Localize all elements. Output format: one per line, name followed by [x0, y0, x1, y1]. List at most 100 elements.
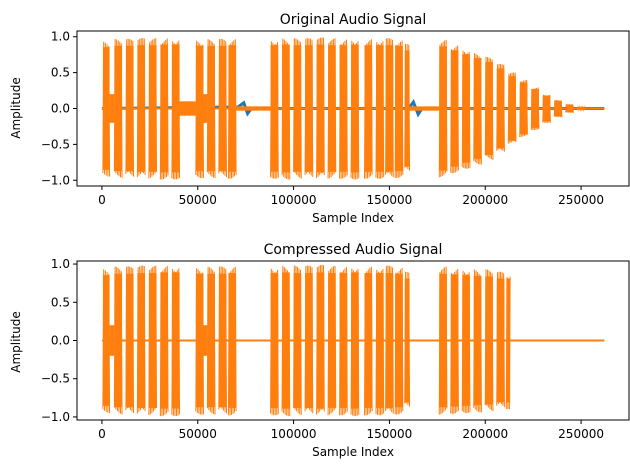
axes-ticks: 0 50000 100000 150000 200000 250000 −1.0 −0.5 0.… [41, 257, 630, 441]
y-tick-label: −1.0 [41, 173, 70, 187]
x-tick-label: 250000 [558, 193, 604, 207]
signal-burst [227, 266, 237, 416]
signal-burst [350, 40, 360, 180]
signal-burst [350, 268, 360, 417]
signal-burst [327, 38, 337, 179]
signal-burst [496, 271, 505, 408]
signal-burst [385, 38, 394, 178]
signal-burst [270, 268, 279, 416]
signal-burst [327, 265, 337, 416]
chart-compressed-audio: Compressed Audio Signal 0 50000 100000 1500… [9, 242, 630, 459]
signal-burst [507, 72, 517, 144]
chart-title: Compressed Audio Signal [264, 242, 443, 258]
signal-burst [450, 268, 459, 414]
signal-burst [293, 38, 302, 179]
signal-burst [195, 268, 204, 415]
signal-burst [404, 271, 411, 407]
x-tick-label: 150000 [367, 427, 413, 441]
signal-burst [227, 39, 237, 179]
chart-original-audio: Original Audio Signal 0 50000 100000 150000… [9, 12, 630, 225]
x-tick-label: 50000 [179, 193, 217, 207]
signal-burst [473, 269, 482, 413]
y-tick-label: 0.0 [51, 334, 70, 348]
signal-burst [195, 40, 204, 179]
signal-burst [102, 269, 111, 414]
signal-segment [409, 106, 440, 111]
signal-segment [236, 106, 271, 111]
signal-burst [293, 265, 302, 416]
signal-burst [159, 265, 169, 417]
signal-burst [281, 265, 291, 417]
signal-burst [171, 268, 181, 417]
signal-burst [473, 53, 482, 165]
y-tick-label: 0.5 [51, 295, 70, 309]
x-tick-label: 100000 [271, 193, 317, 207]
signal-segment [179, 101, 196, 116]
signal-burst [364, 266, 373, 416]
signal-burst [113, 266, 123, 415]
signal-burst [461, 270, 471, 414]
y-tick-label: −0.5 [41, 137, 70, 151]
x-axis-label: Sample Index [312, 211, 394, 225]
x-tick-label: 0 [98, 193, 106, 207]
signal-burst [113, 38, 123, 178]
plot-area [101, 37, 605, 180]
x-tick-label: 200000 [462, 427, 508, 441]
axes-ticks: 0 50000 100000 150000 200000 250000 −1.0 −0.5 0.… [41, 30, 630, 207]
signal-burst [364, 39, 373, 179]
signal-segment [203, 94, 208, 123]
x-tick-label: 50000 [179, 427, 217, 441]
signal-burst [304, 38, 314, 177]
signal-burst [136, 265, 146, 414]
signal-burst [438, 266, 448, 415]
signal-burst [206, 266, 216, 415]
y-tick-label: −1.0 [41, 410, 70, 424]
signal-burst [218, 266, 227, 414]
signal-burst [136, 38, 146, 178]
x-tick-label: 200000 [462, 193, 508, 207]
signal-burst [450, 45, 459, 174]
chart-title: Original Audio Signal [280, 12, 426, 28]
signal-burst [394, 40, 404, 179]
signal-burst [270, 41, 279, 179]
signal-burst [496, 64, 505, 152]
signal-burst [171, 40, 181, 180]
signal-burst [484, 269, 494, 412]
y-tick-label: 1.0 [51, 257, 70, 271]
signal-burst [339, 39, 348, 179]
y-axis-label: Amplitude [9, 77, 23, 139]
signal-burst [461, 50, 471, 169]
signal-burst [565, 104, 574, 113]
signal-burst [542, 94, 551, 123]
signal-burst [394, 268, 404, 415]
signal-burst [438, 39, 448, 178]
x-tick-label: 0 [98, 427, 106, 441]
y-tick-label: 0.0 [51, 102, 70, 116]
signal-burst [102, 41, 111, 177]
signal-burst [553, 99, 563, 118]
x-tick-label: 250000 [558, 427, 604, 441]
signal-burst [125, 266, 135, 414]
y-tick-label: −0.5 [41, 372, 70, 386]
signal-burst [281, 38, 291, 180]
signal-burst [218, 38, 227, 177]
y-axis-label: Amplitude [9, 311, 23, 373]
signal-burst [316, 264, 325, 415]
signal-segment [203, 325, 208, 356]
signal-burst [206, 39, 216, 179]
signal-burst [304, 265, 314, 414]
y-tick-label: 1.0 [51, 30, 70, 44]
signal-segment [109, 94, 115, 123]
signal-burst [148, 265, 158, 416]
y-tick-label: 0.5 [51, 66, 70, 80]
signal-burst [576, 105, 586, 112]
signal-burst [316, 37, 325, 179]
signal-burst [148, 38, 158, 179]
x-axis-label: Sample Index [312, 445, 394, 459]
signal-burst [159, 38, 169, 180]
signal-burst [375, 41, 385, 179]
x-tick-label: 150000 [367, 193, 413, 207]
signal-burst [375, 268, 385, 416]
signal-burst [339, 267, 348, 416]
